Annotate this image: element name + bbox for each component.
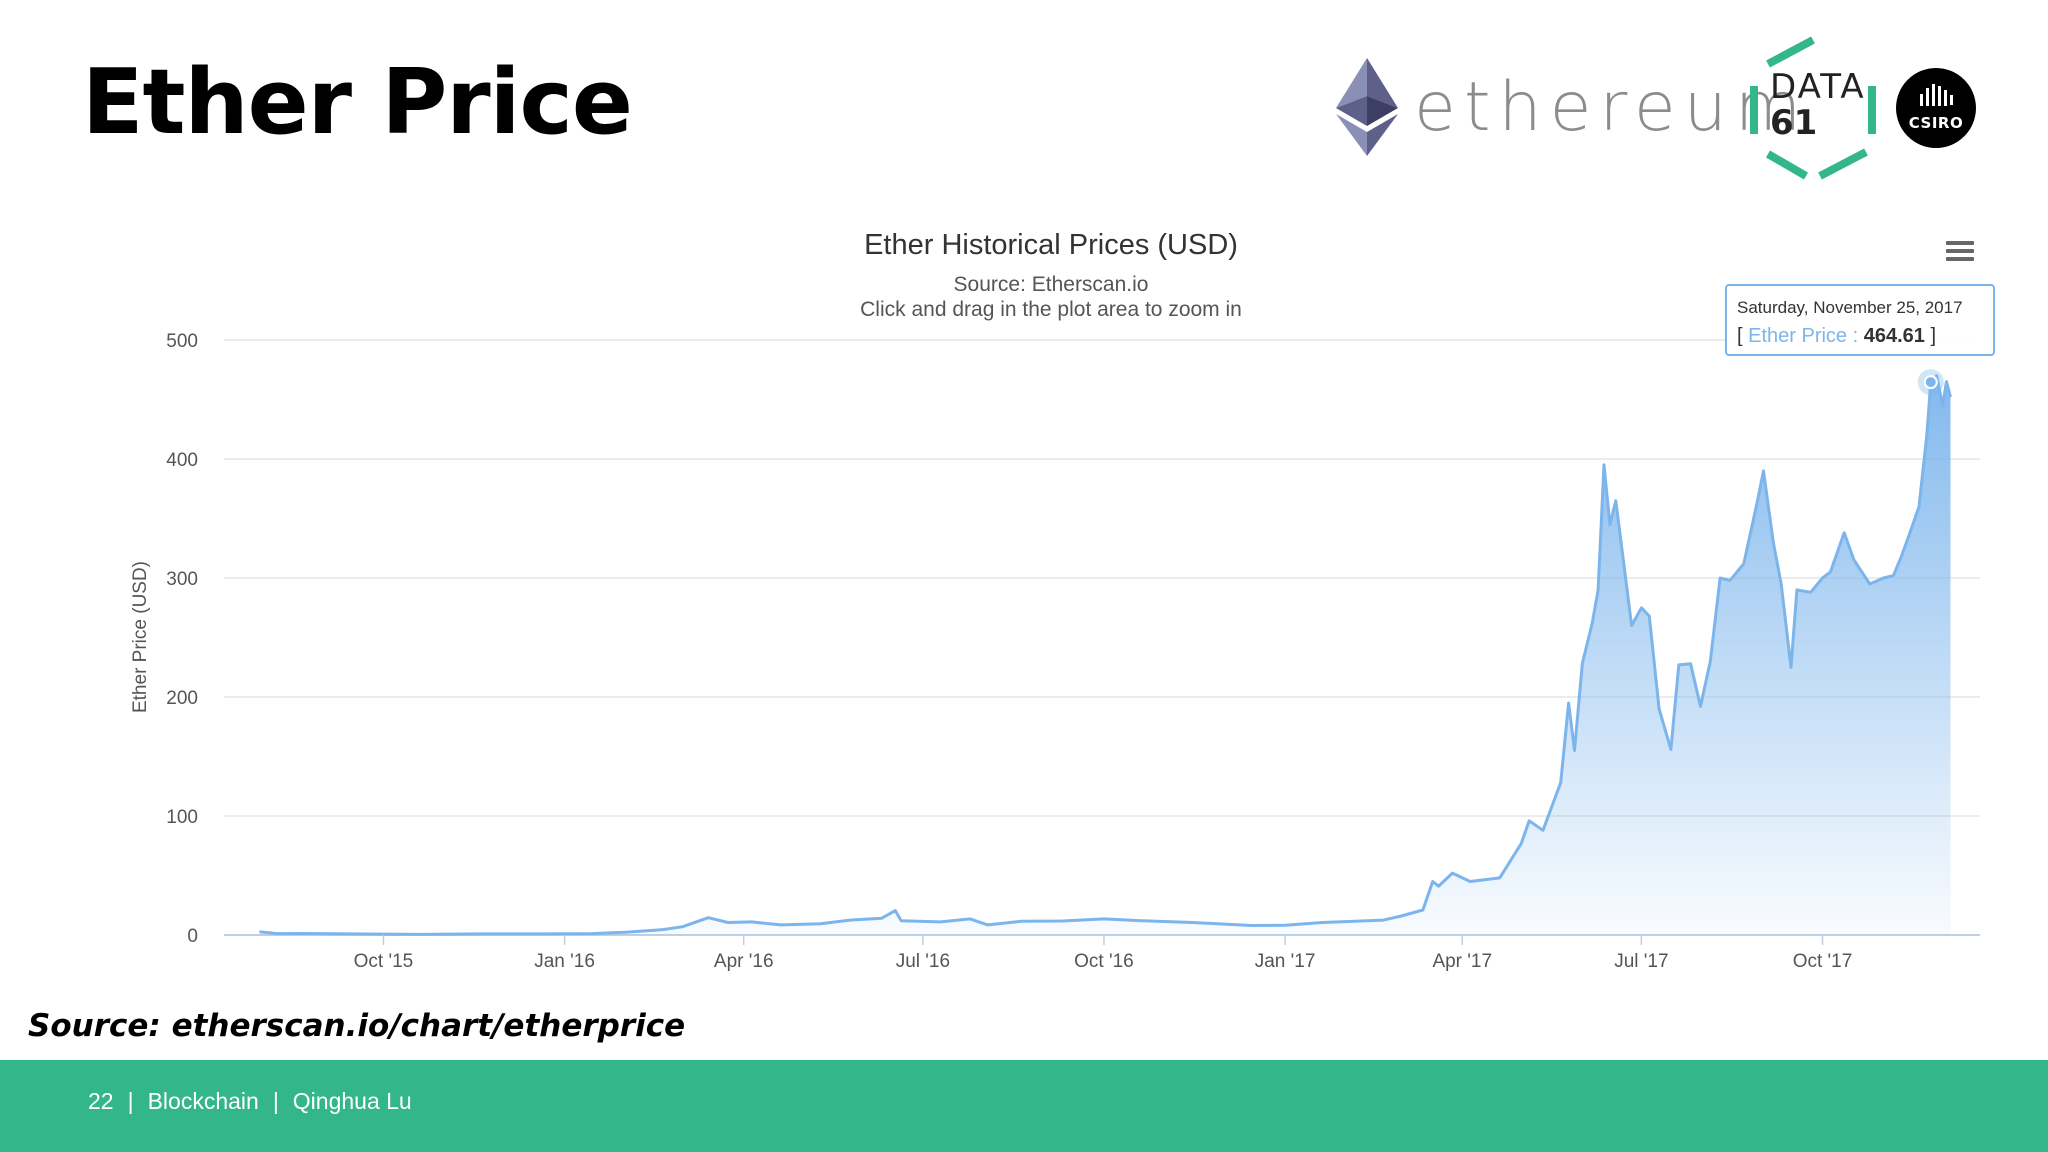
chart-subtitle-source: Source: Etherscan.io [954,273,1149,296]
x-tick-label: Apr '16 [714,951,774,972]
hamburger-menu-icon[interactable] [1946,241,1974,261]
x-tick-label: Oct '16 [1074,951,1134,972]
data61-hexagon-icon [1750,36,1876,180]
x-tick-label: Apr '17 [1432,951,1492,972]
chart-title: Ether Historical Prices (USD) [864,229,1238,261]
csiro-label: CSIRO [1908,114,1964,132]
footer-text: 22 | Blockchain | Qinghua Lu [88,1088,412,1115]
footer-separator: | [127,1088,134,1114]
ether-price-line[interactable] [259,374,1952,936]
tooltip-series-label: Ether Price [1748,325,1847,347]
x-tick-label: Oct '17 [1793,951,1853,972]
x-tick-label: Jan '16 [534,951,595,972]
source-note: Source: etherscan.io/chart/etherprice [28,1008,686,1044]
tooltip-date: Saturday, November 25, 2017 [1737,298,1963,317]
x-tick-label: Jul '17 [1614,951,1668,972]
course-name: Blockchain [147,1088,259,1114]
ether-price-area [259,375,1951,935]
footer-separator: | [272,1088,279,1114]
tooltip-value-line: [ Ether Price : 464.61 ] [1737,325,1936,347]
x-tick-label: Oct '15 [354,951,414,972]
slide-title: Ether Price [82,50,633,155]
tooltip-open-bracket: [ [1737,325,1748,347]
ethereum-logo-icon [1336,58,1398,156]
y-tick-label: 0 [187,926,198,947]
y-tick-label: 200 [166,688,198,709]
x-tick-label: Jul '16 [896,951,950,972]
tooltip-box [1725,284,1995,356]
y-tick-label: 500 [166,331,198,352]
author-name: Qinghua Lu [292,1088,412,1114]
ether-price-chart[interactable]: Ether Historical Prices (USD) Source: Et… [0,200,2048,1000]
x-tick-label: Jan '17 [1255,951,1316,972]
y-tick-label: 300 [166,569,198,590]
ethereum-wordmark: ethereum [1414,68,1810,147]
csiro-bars-icon [1920,84,1953,106]
hover-point[interactable] [1923,375,1938,390]
y-axis-title: Ether Price (USD) [130,561,151,713]
data61-label-61: 61 [1770,103,1818,143]
footer-bar: 22 | Blockchain | Qinghua Lu [0,1060,2048,1152]
tooltip-value: 464.61 [1864,325,1925,347]
chart-subtitle-hint: Click and drag in the plot area to zoom … [860,298,1242,321]
page-number: 22 [88,1088,114,1114]
tooltip-close-bracket: ] [1925,325,1936,347]
y-tick-label: 100 [166,807,198,828]
csiro-logo: CSIRO [1896,68,1976,148]
y-tick-label: 400 [166,450,198,471]
data61-label-data: DATA [1770,67,1866,107]
tooltip-colon: : [1847,325,1864,347]
